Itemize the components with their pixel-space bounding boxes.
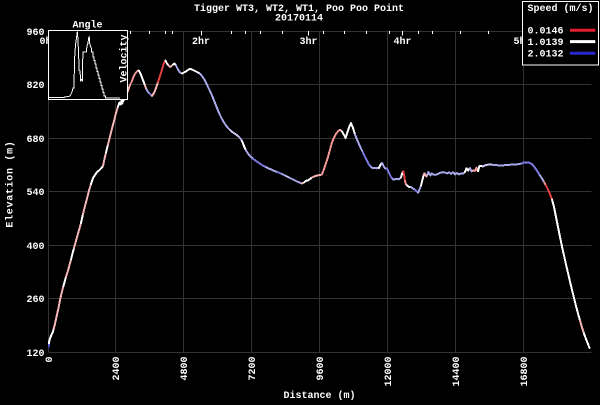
svg-text:0: 0 — [45, 357, 56, 363]
svg-text:4hr: 4hr — [393, 36, 411, 48]
svg-text:680: 680 — [26, 135, 44, 146]
svg-text:16800: 16800 — [520, 357, 531, 387]
svg-text:260: 260 — [26, 295, 44, 306]
svg-text:12000: 12000 — [384, 357, 395, 387]
svg-text:Speed (m/s): Speed (m/s) — [528, 3, 594, 15]
svg-text:2.0132: 2.0132 — [528, 50, 564, 61]
svg-text:120: 120 — [26, 349, 44, 360]
svg-text:2hr: 2hr — [192, 36, 210, 48]
svg-text:820: 820 — [26, 81, 44, 92]
svg-text:960: 960 — [26, 28, 44, 39]
svg-text:9600: 9600 — [316, 357, 327, 381]
svg-text:540: 540 — [26, 188, 44, 199]
svg-text:7200: 7200 — [248, 357, 259, 381]
svg-text:20170114: 20170114 — [275, 14, 323, 25]
svg-text:2400: 2400 — [112, 357, 123, 381]
svg-text:Angle: Angle — [72, 20, 102, 32]
svg-text:Tigger WT3, WT2, WT1, Poo Poo: Tigger WT3, WT2, WT1, Poo Poo Point — [194, 3, 404, 15]
svg-text:4800: 4800 — [180, 357, 191, 381]
svg-text:3hr: 3hr — [299, 36, 317, 48]
svg-text:Elevation (m): Elevation (m) — [5, 140, 17, 227]
svg-text:0.0146: 0.0146 — [528, 27, 564, 38]
svg-text:Velocity: Velocity — [119, 34, 131, 82]
svg-text:Distance (m): Distance (m) — [283, 390, 355, 400]
svg-text:14400: 14400 — [452, 357, 463, 387]
svg-text:1.0139: 1.0139 — [528, 38, 564, 49]
svg-text:400: 400 — [26, 242, 44, 253]
